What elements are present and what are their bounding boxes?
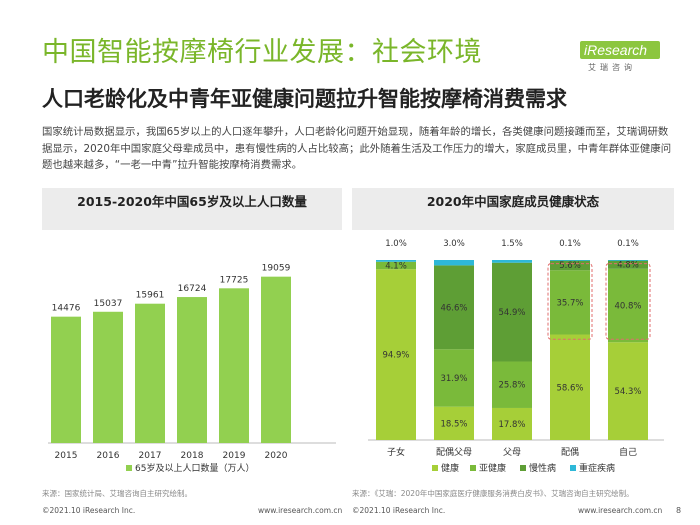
- legend-swatch: [520, 465, 526, 471]
- highlight-box: [547, 263, 593, 340]
- intro-paragraph: 国家统计局数据显示，我国65岁以上的人口逐年攀升，人口老龄化问题开始显现，随着年…: [42, 126, 672, 171]
- year-tick-label: 2017: [139, 451, 162, 461]
- population-value-label: 19059: [262, 264, 291, 274]
- population-value-label: 15037: [94, 299, 123, 309]
- copyright-left: ©2021.10 iResearch Inc.: [42, 506, 136, 515]
- page-title: 中国智能按摩椅行业发展：社会环境: [42, 37, 482, 68]
- health-segment-1: [608, 268, 648, 343]
- segment-value-label: 35.7%: [556, 298, 583, 308]
- segment-value-label: 4.8%: [617, 261, 639, 271]
- segment-value-label: 17.8%: [498, 420, 525, 430]
- segment-value-label: 58.6%: [556, 383, 583, 393]
- health-segment-1: [550, 270, 590, 335]
- population-value-label: 15961: [136, 291, 165, 301]
- copyright-right: ©2021.10 iResearch Inc.: [352, 506, 446, 515]
- segment-value-label: 18.5%: [440, 419, 467, 429]
- legend-swatch: [432, 465, 438, 471]
- health-segment-1: [376, 261, 416, 270]
- health-segment-2: [492, 262, 532, 362]
- category-tick-label: 父母: [503, 447, 521, 458]
- category-tick-label: 配偶父母: [436, 446, 472, 458]
- legend-label: 重症疾病: [579, 462, 615, 474]
- segment-value-label: 40.8%: [614, 302, 641, 312]
- top-value-label: 1.0%: [385, 239, 407, 249]
- population-value-label: 17725: [220, 275, 249, 285]
- health-segment-1: [492, 361, 532, 408]
- legend-label: 65岁及以上人口数量（万人）: [135, 462, 254, 474]
- population-bar: [177, 297, 207, 443]
- legend-swatch: [570, 465, 576, 471]
- population-bar: [261, 276, 291, 443]
- top-value-label: 1.5%: [501, 239, 523, 249]
- health-segment-3: [376, 260, 416, 262]
- health-segment-2: [550, 260, 590, 271]
- logo-text: iResearch: [580, 41, 660, 59]
- population-value-label: 14476: [52, 304, 81, 314]
- population-chart-plot: 14476 2015 15037 2016 15961 2017 16724 2018 1772…: [42, 230, 342, 483]
- segment-value-label: 54.9%: [498, 308, 525, 318]
- year-tick-label: 2015: [55, 451, 78, 461]
- population-bar: [93, 311, 123, 443]
- population-bar: [219, 288, 249, 443]
- highlight-box: [605, 263, 651, 340]
- health-segment-0: [608, 342, 648, 440]
- legend-swatch: [470, 465, 476, 471]
- year-tick-label: 2018: [181, 451, 204, 461]
- health-segment-3: [550, 260, 590, 261]
- year-tick-label: 2019: [223, 451, 246, 461]
- segment-value-label: 31.9%: [440, 374, 467, 384]
- top-value-label: 0.1%: [617, 239, 639, 249]
- population-bar: [135, 303, 165, 443]
- health-segment-2: [434, 265, 474, 350]
- source-note-left: 来源：国家统计局、艾瑞咨询自主研究绘制。: [42, 489, 192, 498]
- category-tick-label: 子女: [387, 446, 405, 458]
- category-tick-label: 自己: [619, 446, 637, 458]
- population-bar: [51, 316, 81, 443]
- health-segment-1: [434, 349, 474, 407]
- segment-value-label: 94.9%: [382, 351, 409, 361]
- logo-subtext: 艾瑞咨询: [588, 63, 636, 72]
- health-segment-0: [434, 406, 474, 440]
- source-note-right: 来源：《艾瑞：2020年中国家庭医疗健康服务消费白皮书》、艾瑞咨询自主研究绘制。: [352, 489, 634, 498]
- health-stacked-bar-chart: 94.9%4.1%1.0%子女18.5%31.9%46.6%3.0%配偶父母17…: [368, 239, 664, 474]
- population-chart-panel: 2015-2020年中国65岁及以上人口数量 14476 2015 15037 201…: [42, 188, 342, 483]
- year-tick-label: 2020: [265, 451, 288, 461]
- health-segment-0: [376, 269, 416, 440]
- top-value-label: 3.0%: [443, 239, 465, 249]
- population-bar-chart: 14476 2015 15037 2016 15961 2017 16724 2018 1772…: [48, 264, 336, 474]
- legend-swatch: [126, 465, 132, 471]
- health-chart-panel: 2020年中国家庭成员健康状态 94.9% 4.1% 1.0% 子女 18.5% 31.9…: [352, 188, 674, 483]
- segment-value-label: 25.8%: [498, 381, 525, 391]
- site-link-right[interactable]: www.iresearch.com.cn: [578, 506, 663, 515]
- top-value-label: 0.1%: [559, 239, 581, 249]
- health-chart-title: 2020年中国家庭成员健康状态: [426, 194, 600, 209]
- segment-value-label: 46.6%: [440, 303, 467, 313]
- page-subtitle: 人口老龄化及中青年亚健康问题拉升智能按摩椅消费需求: [42, 87, 567, 111]
- legend-label: 健康: [441, 462, 459, 474]
- health-segment-0: [550, 334, 590, 440]
- segment-value-label: 54.3%: [614, 387, 641, 397]
- population-value-label: 16724: [178, 284, 207, 294]
- population-chart-title: 2015-2020年中国65岁及以上人口数量: [77, 194, 307, 209]
- site-link-left[interactable]: www.iresearch.com.cn: [258, 506, 343, 515]
- health-segment-3: [492, 260, 532, 263]
- segment-value-label: 4.1%: [385, 261, 407, 271]
- health-segment-3: [608, 260, 648, 261]
- year-tick-label: 2016: [97, 451, 120, 461]
- category-tick-label: 配偶: [561, 446, 579, 458]
- iresearch-logo: iResearch 艾瑞咨询: [580, 41, 660, 73]
- legend-label: 亚健康: [479, 462, 506, 474]
- page-number: 8: [676, 506, 682, 515]
- health-segment-0: [492, 407, 532, 440]
- legend-label: 慢性病: [529, 462, 556, 474]
- health-segment-3: [434, 260, 474, 266]
- health-segment-2: [608, 260, 648, 269]
- segment-value-label: 5.6%: [559, 261, 581, 271]
- health-chart-plot: 94.9% 4.1% 1.0% 子女 18.5% 31.9% 46.6% 3.0% 配偶父母 17…: [352, 230, 674, 483]
